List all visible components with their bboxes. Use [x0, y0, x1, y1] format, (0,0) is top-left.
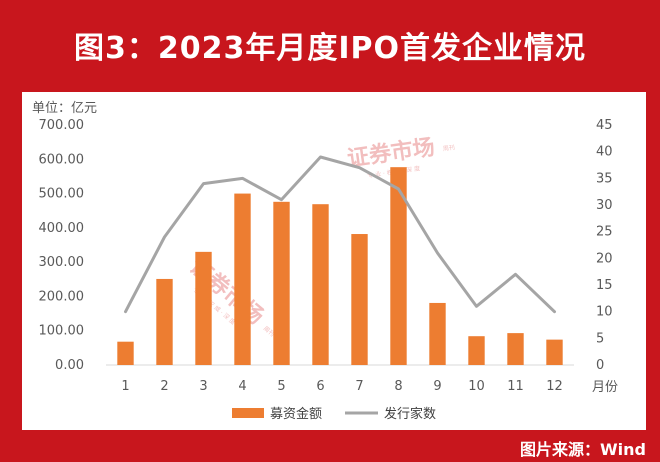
bar	[234, 193, 251, 365]
y-right-tick-label: 45	[596, 118, 613, 133]
y-left-tick-label: 100.00	[39, 324, 85, 339]
x-unit-label: 月份	[592, 380, 618, 395]
bar-series	[117, 167, 563, 365]
legend-label-line: 发行家数	[384, 406, 436, 422]
y-right-tick-label: 30	[596, 198, 613, 213]
x-tick-label: 3	[199, 379, 207, 394]
y-right-tick-label: 40	[596, 145, 613, 160]
bar	[507, 333, 524, 365]
bar	[273, 201, 290, 365]
x-tick-label: 4	[238, 379, 246, 394]
bar	[195, 251, 212, 365]
x-tick-label: 11	[507, 379, 524, 394]
y-right-tick-label: 0	[596, 358, 604, 373]
y-left-tick-label: 200.00	[39, 289, 85, 304]
x-tick-label: 9	[433, 379, 441, 394]
y-left-tick-label: 600.00	[39, 152, 85, 167]
x-axis: 1 2 3 4 5 6 7 8 9 10 11 12	[106, 364, 574, 394]
watermark-sub: 周刊	[442, 143, 455, 153]
bar	[312, 204, 329, 365]
y-right-tick-label: 35	[596, 171, 613, 186]
y-left-tick-label: 500.00	[39, 187, 85, 202]
title-bar: 图3：2023年月度IPO首发企业情况	[0, 0, 660, 90]
bar	[351, 234, 368, 365]
y-left-tick-label: 300.00	[39, 255, 85, 270]
x-tick-label: 2	[160, 379, 168, 394]
y-left-tick-label: 700.00	[39, 118, 85, 133]
x-tick-label: 1	[121, 379, 129, 394]
bar	[429, 302, 446, 365]
x-tick-label: 7	[355, 379, 363, 394]
y-left-tick-label: 400.00	[39, 221, 85, 236]
bar	[156, 278, 173, 365]
y-left-tick-label: 0.00	[55, 358, 84, 373]
source-note: 图片来源：Wind	[520, 440, 646, 459]
bar	[468, 336, 485, 365]
bar	[390, 167, 407, 365]
y-axis-right: 0 5 10 15 20 25 30 35 40 45	[596, 118, 613, 373]
legend-label-bar: 募资金额	[270, 406, 322, 422]
x-tick-label: 10	[468, 379, 485, 394]
x-tick-label: 8	[394, 379, 402, 394]
bar	[546, 339, 563, 365]
y-right-tick-label: 15	[596, 278, 613, 293]
x-tick-label: 5	[277, 379, 285, 394]
x-tick-label: 6	[316, 379, 324, 394]
y-right-tick-label: 25	[596, 225, 613, 240]
legend: 募资金额 发行家数	[232, 406, 436, 422]
y-axis-left: 0.00 100.00 200.00 300.00 400.00 500.00 600.00…	[39, 118, 85, 373]
y-right-tick-label: 20	[596, 251, 613, 266]
x-tick-label: 12	[546, 379, 563, 394]
line-path	[124, 155, 556, 314]
y-right-tick-label: 5	[596, 331, 604, 346]
bar	[117, 341, 134, 365]
legend-swatch-bar	[232, 408, 264, 418]
line-series	[124, 155, 556, 314]
chart-title: 图3：2023年月度IPO首发企业情况	[73, 31, 587, 66]
y-unit-label: 单位：亿元	[32, 101, 97, 116]
y-right-tick-label: 10	[596, 305, 613, 320]
